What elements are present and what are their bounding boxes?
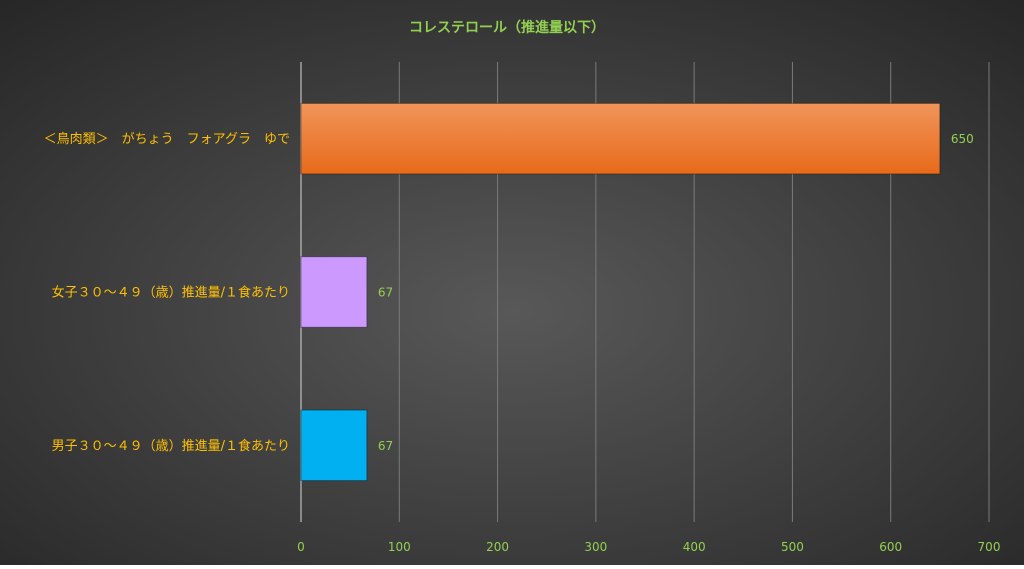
chart-title: コレステロール（推進量以下）	[409, 19, 605, 36]
bars	[300, 102, 941, 482]
x-tick-label: 500	[781, 540, 804, 554]
x-tick-labels: 0 100 200 300 400 500 600 700	[297, 540, 1000, 554]
x-tick-label: 400	[683, 540, 706, 554]
value-label: 650	[951, 132, 974, 146]
bar	[300, 409, 368, 482]
category-label: 男子３０～４９（歳）推進量/１食あたり	[52, 438, 290, 454]
category-labels: ＜鳥肉類＞ がちょう フォアグラ ゆで女子３０～４９（歳）推進量/１食あたり男子…	[44, 132, 290, 454]
x-tick-label: 200	[486, 540, 509, 554]
x-tick-label: 300	[584, 540, 607, 554]
bar	[300, 102, 941, 175]
value-labels: 650 67 67	[378, 132, 974, 453]
bar	[300, 256, 368, 328]
x-tick-label: 0	[297, 540, 305, 554]
x-tick-label: 600	[879, 540, 902, 554]
category-label: ＜鳥肉類＞ がちょう フォアグラ ゆで	[44, 132, 290, 147]
value-label: 67	[378, 439, 393, 453]
x-tick-label: 100	[388, 540, 411, 554]
category-label: 女子３０～４９（歳）推進量/１食あたり	[52, 285, 290, 301]
x-tick-label: 700	[978, 540, 1001, 554]
value-label: 67	[378, 286, 393, 300]
